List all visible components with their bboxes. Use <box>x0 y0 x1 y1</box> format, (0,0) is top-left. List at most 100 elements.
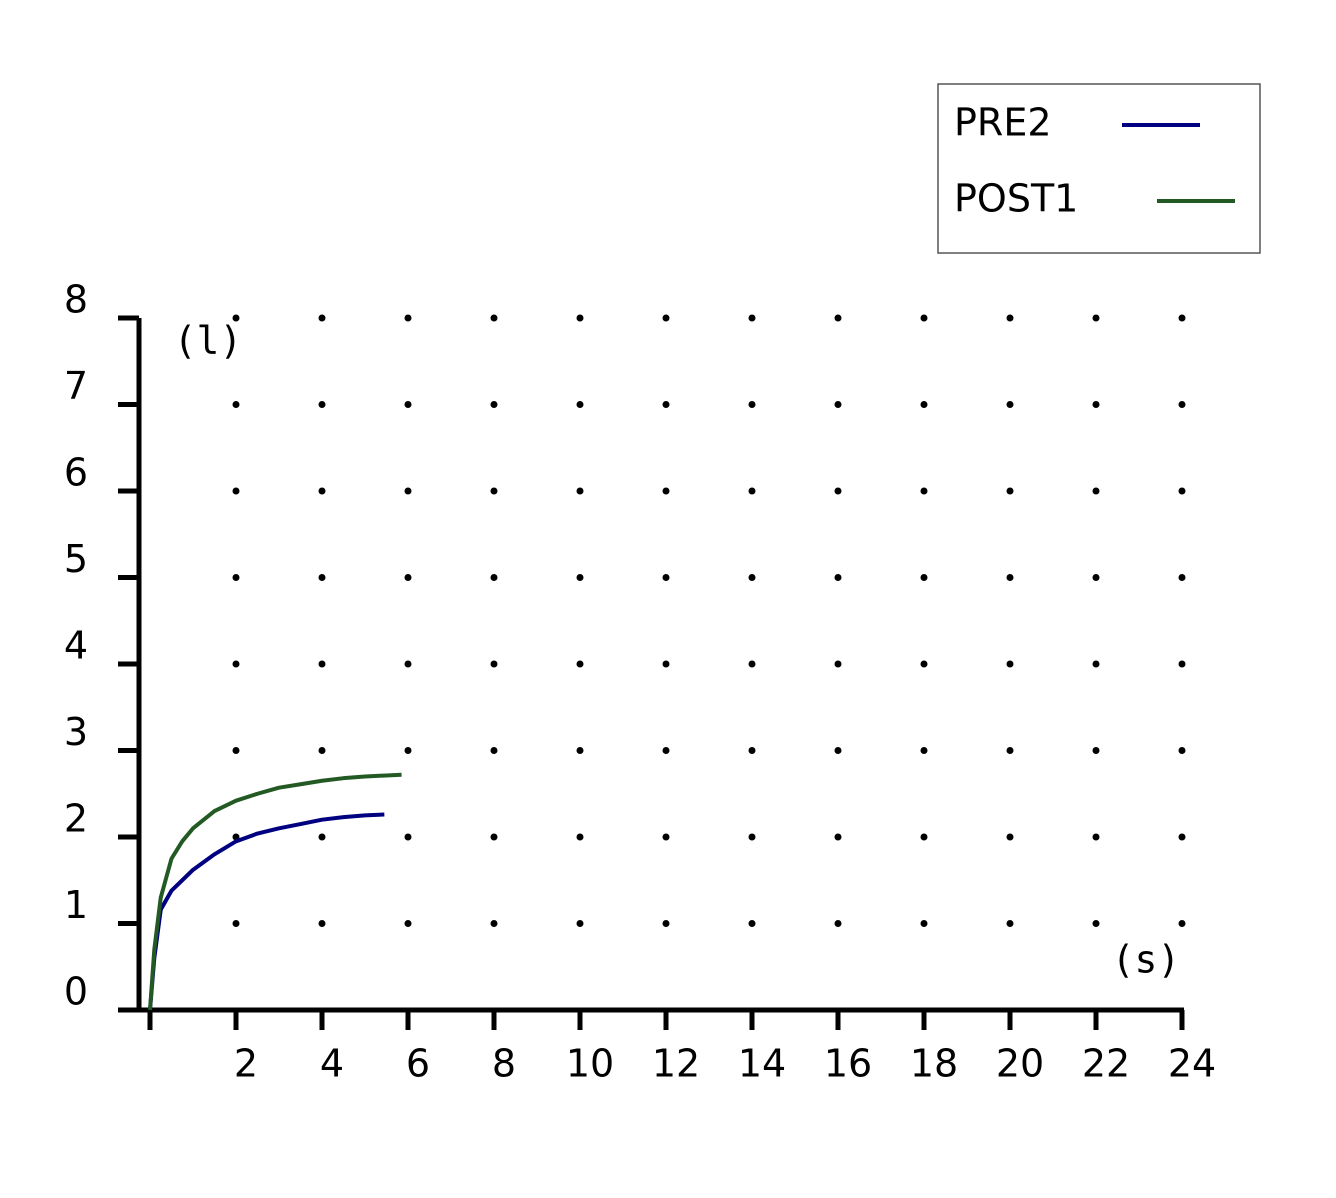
grid-dot <box>834 660 842 668</box>
grid-dot <box>662 314 670 322</box>
y-tick-label: 2 <box>64 797 88 841</box>
grid-dot <box>1092 487 1100 495</box>
grid-dot <box>1092 574 1100 581</box>
grid-dot <box>920 920 928 927</box>
grid-dot <box>748 660 756 668</box>
legend-box <box>937 83 1261 254</box>
grid-dot <box>834 574 842 581</box>
grid-dot <box>576 747 584 754</box>
x-tick-label: 18 <box>910 1042 958 1086</box>
grid-dot <box>920 401 928 408</box>
grid-dot <box>490 660 498 668</box>
grid-dot <box>318 314 326 322</box>
grid-dot <box>1178 920 1186 927</box>
y-tick-label: 3 <box>64 710 88 754</box>
grid-dot <box>834 920 842 927</box>
grid-dot <box>232 487 240 495</box>
grid-dot <box>1006 833 1014 841</box>
grid-dot <box>1092 920 1100 927</box>
grid-dot <box>232 314 240 322</box>
grid-dot <box>1092 401 1100 408</box>
grid-dot <box>748 487 756 495</box>
grid-dot <box>1006 314 1014 322</box>
grid-dot <box>748 747 756 754</box>
grid-dot <box>490 747 498 754</box>
grid-dot <box>318 920 326 927</box>
grid-dot <box>404 660 412 668</box>
grid-dot <box>1006 747 1014 754</box>
y-tick-label: 4 <box>64 624 88 668</box>
grid-dot <box>490 487 498 495</box>
x-axis-label: (s) <box>1112 938 1181 982</box>
grid-dot <box>1006 487 1014 495</box>
grid-dot <box>662 574 670 581</box>
grid-dot <box>1178 401 1186 408</box>
legend-label: PRE2 <box>954 101 1052 145</box>
y-tick-label: 5 <box>64 537 88 581</box>
grid-dot <box>576 660 584 668</box>
grid-dot <box>1006 574 1014 581</box>
grid-dot <box>404 833 412 841</box>
grid-dot <box>920 574 928 581</box>
grid-dot <box>1006 401 1014 408</box>
grid-dot <box>920 487 928 495</box>
grid-dot <box>662 833 670 841</box>
grid-dot <box>748 833 756 841</box>
x-tick-label: 6 <box>406 1042 430 1086</box>
grid-dot <box>576 920 584 927</box>
y-tick-label: 1 <box>64 883 88 927</box>
grid-dot <box>1178 314 1186 322</box>
grid-dot <box>576 833 584 841</box>
grid-dot <box>1092 833 1100 841</box>
grid-dot <box>662 401 670 408</box>
grid-dot <box>490 920 498 927</box>
grid-dot <box>318 660 326 668</box>
grid-dot <box>1178 833 1186 841</box>
grid-dot <box>1178 747 1186 754</box>
grid-dot <box>404 747 412 754</box>
grid-dot <box>232 574 240 581</box>
grid-dot <box>662 487 670 495</box>
grid-dot <box>232 401 240 408</box>
x-tick-label: 8 <box>492 1042 516 1086</box>
x-tick-label: 20 <box>996 1042 1044 1086</box>
y-tick-label: 7 <box>64 364 88 408</box>
grid-dot <box>662 920 670 927</box>
grid-dot <box>1092 314 1100 322</box>
grid-dot <box>490 401 498 408</box>
grid-dot <box>318 747 326 754</box>
grid-dot <box>1178 660 1186 668</box>
grid-dot <box>662 747 670 754</box>
y-axis-label: (l) <box>174 319 243 363</box>
grid-dot <box>404 401 412 408</box>
grid-dot <box>1006 660 1014 668</box>
grid-dot <box>834 747 842 754</box>
grid-dot <box>232 747 240 754</box>
grid-dot <box>490 833 498 841</box>
y-tick-label: 8 <box>64 278 88 322</box>
grid-dot <box>404 314 412 322</box>
grid-dot <box>1178 487 1186 495</box>
x-tick-label: 2 <box>234 1042 258 1086</box>
grid-dot <box>662 660 670 668</box>
grid-dot <box>748 920 756 927</box>
y-tick-label: 6 <box>64 451 88 495</box>
grid-dot <box>1092 660 1100 668</box>
grid-dot <box>232 660 240 668</box>
series-line <box>148 812 385 1011</box>
grid-dot <box>920 660 928 668</box>
grid-dot <box>576 314 584 322</box>
grid-dot <box>1092 747 1100 754</box>
grid-dot <box>834 833 842 841</box>
grid-dot <box>318 401 326 408</box>
grid-dot <box>834 314 842 322</box>
grid-dot <box>748 574 756 581</box>
grid-dot <box>1178 574 1186 581</box>
grid-dot <box>318 574 326 581</box>
grid-dot <box>834 487 842 495</box>
grid-dot <box>1006 920 1014 927</box>
grid-dot <box>576 401 584 408</box>
grid-dot <box>834 401 842 408</box>
